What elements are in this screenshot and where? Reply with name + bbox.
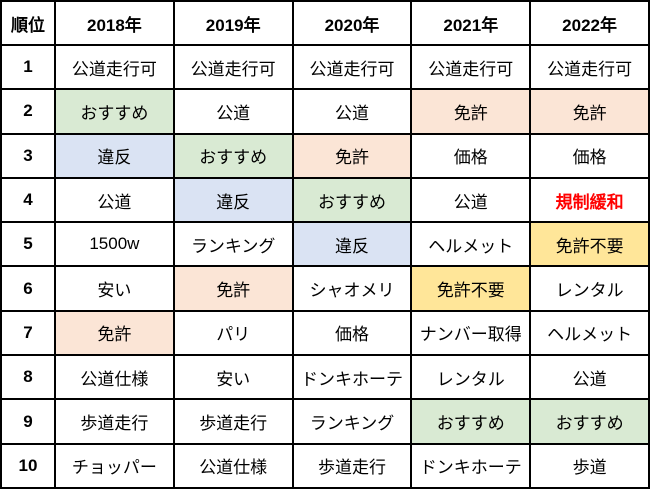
keyword-cell: ランキング: [291, 398, 413, 445]
keyword-cell: 免許不要: [410, 265, 532, 312]
rank-cell: 8: [0, 354, 56, 401]
rank-cell: 9: [0, 398, 56, 445]
keyword-cell: 公道走行可: [410, 43, 532, 91]
keyword-cell: 歩道走行: [172, 398, 294, 445]
keyword-cell: ナンバー取得: [410, 309, 532, 357]
rank-cell: 4: [0, 176, 56, 224]
keyword-cell: おすすめ: [529, 398, 650, 445]
keyword-cell: おすすめ: [172, 132, 294, 179]
year-header-cell: 2020年: [291, 0, 413, 46]
rank-cell: 10: [0, 442, 56, 489]
keyword-cell: 価格: [529, 132, 650, 179]
keyword-cell: 公道: [410, 176, 532, 224]
keyword-cell: 公道: [172, 88, 294, 135]
year-header-cell: 2021年: [410, 0, 532, 46]
keyword-cell: パリ: [172, 309, 294, 357]
keyword-cell: チョッパー: [54, 442, 175, 489]
keyword-cell: 違反: [291, 221, 413, 268]
rank-cell: 5: [0, 221, 56, 268]
keyword-cell: 公道走行可: [529, 43, 650, 91]
rank-header-cell: 順位: [0, 0, 56, 46]
year-header-cell: 2018年: [54, 0, 175, 46]
keyword-cell: レンタル: [410, 354, 532, 401]
keyword-cell: おすすめ: [410, 398, 532, 445]
table-row: 1 公道走行可 公道走行可 公道走行可 公道走行可 公道走行可: [0, 43, 650, 91]
keyword-cell: ヘルメット: [529, 309, 650, 357]
keyword-cell: おすすめ: [54, 88, 175, 135]
keyword-cell: 1500w: [54, 221, 175, 268]
rank-cell: 2: [0, 88, 56, 135]
keyword-cell: ランキング: [172, 221, 294, 268]
keyword-cell: ヘルメット: [410, 221, 532, 268]
keyword-cell: 違反: [54, 132, 175, 179]
keyword-cell: 公道仕様: [54, 354, 175, 401]
keyword-cell: 公道: [529, 354, 650, 401]
keyword-cell: レンタル: [529, 265, 650, 312]
keyword-cell: 公道走行可: [172, 43, 294, 91]
keyword-cell: 歩道走行: [54, 398, 175, 445]
keyword-cell: 価格: [291, 309, 413, 357]
table-row: 6 安い 免許 シャオメリ 免許不要 レンタル: [0, 265, 650, 312]
keyword-cell: 規制緩和: [529, 176, 650, 224]
keyword-cell: 歩道走行: [291, 442, 413, 489]
keyword-cell: 価格: [410, 132, 532, 179]
keyword-cell: 免許不要: [529, 221, 650, 268]
keyword-cell: 公道仕様: [172, 442, 294, 489]
keyword-cell: 免許: [291, 132, 413, 179]
keyword-cell: 安い: [172, 354, 294, 401]
keyword-cell: 公道: [291, 88, 413, 135]
table-body: 1 公道走行可 公道走行可 公道走行可 公道走行可 公道走行可 2 おすすめ 公道 公道 免許 免許 3…: [0, 43, 650, 489]
rank-cell: 1: [0, 43, 56, 91]
table-row: 5 1500w ランキング 違反 ヘルメット 免許不要: [0, 221, 650, 268]
keyword-cell: 免許: [54, 309, 175, 357]
keyword-cell: ドンキホーテ: [410, 442, 532, 489]
keyword-cell: 公道走行可: [54, 43, 175, 91]
table-row: 9 歩道走行 歩道走行 ランキング おすすめ おすすめ: [0, 398, 650, 445]
keyword-cell: 免許: [529, 88, 650, 135]
keyword-cell: 違反: [172, 176, 294, 224]
keyword-cell: ドンキホーテ: [291, 354, 413, 401]
year-header-cell: 2022年: [529, 0, 650, 46]
table-row: 8 公道仕様 安い ドンキホーテ レンタル 公道: [0, 354, 650, 401]
keyword-cell: 免許: [172, 265, 294, 312]
table-row: 2 おすすめ 公道 公道 免許 免許: [0, 88, 650, 135]
year-header-cell: 2019年: [172, 0, 294, 46]
keyword-cell: 公道: [54, 176, 175, 224]
keyword-cell: 安い: [54, 265, 175, 312]
rank-cell: 7: [0, 309, 56, 357]
table-row: 4 公道 違反 おすすめ 公道 規制緩和: [0, 176, 650, 224]
table-row: 3 違反 おすすめ 免許 価格 価格: [0, 132, 650, 179]
keyword-cell: シャオメリ: [291, 265, 413, 312]
rank-cell: 3: [0, 132, 56, 179]
header-row: 順位 2018年 2019年 2020年 2021年 2022年: [0, 0, 650, 46]
keyword-cell: おすすめ: [291, 176, 413, 224]
keyword-cell: 公道走行可: [291, 43, 413, 91]
rank-cell: 6: [0, 265, 56, 312]
table-row: 10 チョッパー 公道仕様 歩道走行 ドンキホーテ 歩道: [0, 442, 650, 489]
keyword-cell: 歩道: [529, 442, 650, 489]
keyword-cell: 免許: [410, 88, 532, 135]
table-row: 7 免許 パリ 価格 ナンバー取得 ヘルメット: [0, 309, 650, 357]
